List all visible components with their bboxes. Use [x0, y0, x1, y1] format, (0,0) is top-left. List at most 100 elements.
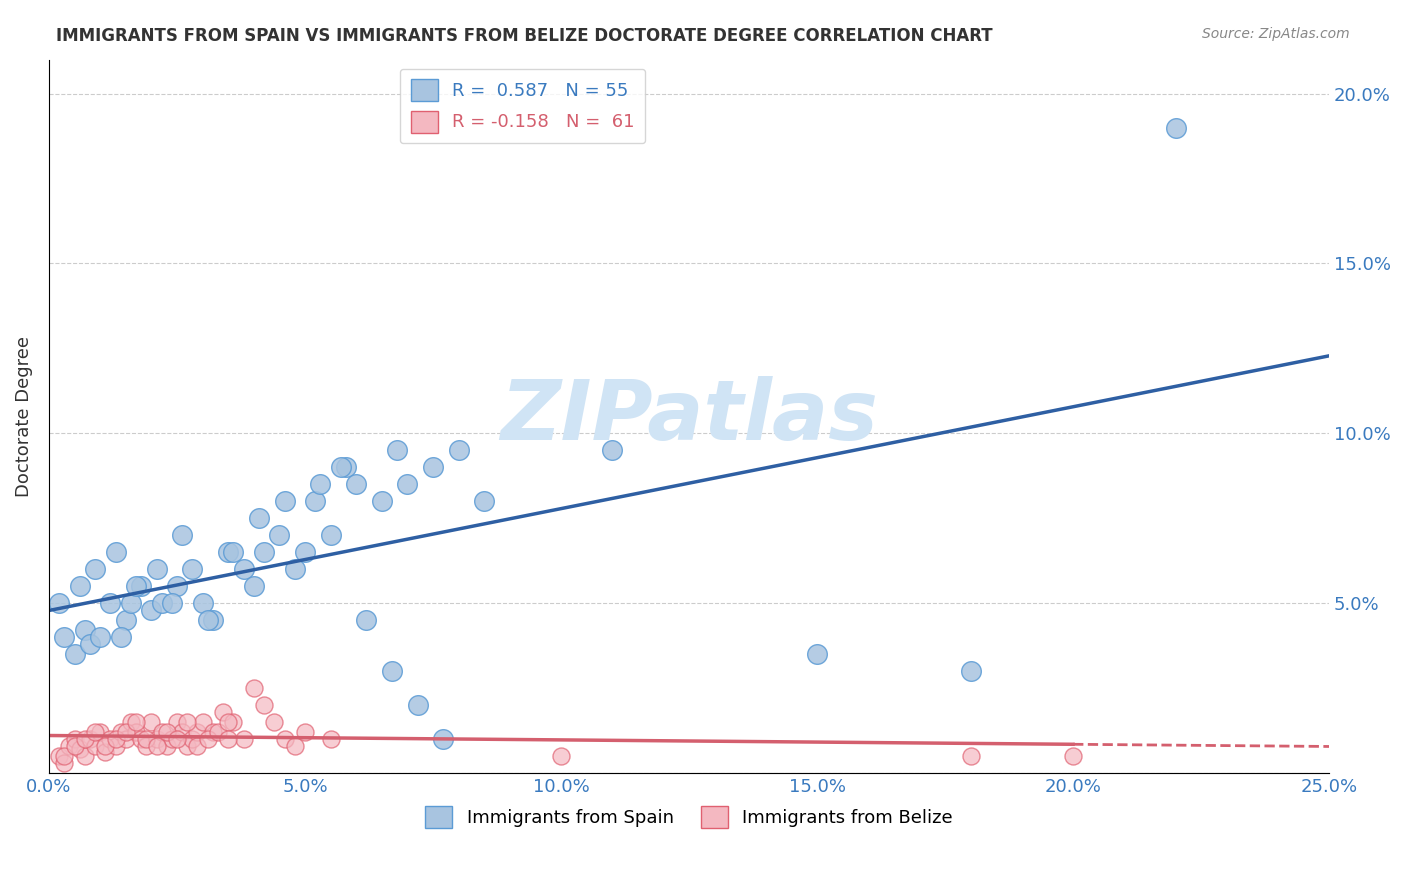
Point	[806, 647, 828, 661]
Point	[100, 596, 122, 610]
Point	[273, 731, 295, 746]
Point	[432, 731, 454, 746]
Point	[145, 731, 167, 746]
Point	[104, 739, 127, 753]
Point	[371, 494, 394, 508]
Point	[84, 725, 107, 739]
Point	[319, 528, 342, 542]
Point	[222, 545, 245, 559]
Point	[186, 739, 208, 753]
Point	[145, 739, 167, 753]
Point	[84, 562, 107, 576]
Point	[356, 613, 378, 627]
Point	[186, 725, 208, 739]
Point	[94, 739, 117, 753]
Point	[263, 714, 285, 729]
Point	[381, 664, 404, 678]
Point	[89, 630, 111, 644]
Legend: Immigrants from Spain, Immigrants from Belize: Immigrants from Spain, Immigrants from B…	[418, 798, 960, 835]
Point	[176, 739, 198, 753]
Point	[120, 596, 142, 610]
Point	[1164, 120, 1187, 135]
Point	[447, 443, 470, 458]
Point	[309, 477, 332, 491]
Point	[150, 725, 173, 739]
Point	[79, 637, 101, 651]
Point	[141, 603, 163, 617]
Y-axis label: Doctorate Degree: Doctorate Degree	[15, 335, 32, 497]
Point	[63, 647, 86, 661]
Point	[120, 714, 142, 729]
Point	[329, 460, 352, 475]
Point	[294, 725, 316, 739]
Point	[284, 562, 307, 576]
Point	[201, 725, 224, 739]
Point	[217, 731, 239, 746]
Point	[89, 725, 111, 739]
Point	[48, 596, 70, 610]
Point	[129, 579, 152, 593]
Point	[319, 731, 342, 746]
Point	[53, 748, 76, 763]
Point	[166, 579, 188, 593]
Point	[125, 579, 148, 593]
Point	[135, 731, 157, 746]
Point	[58, 739, 80, 753]
Point	[243, 681, 266, 695]
Point	[94, 745, 117, 759]
Point	[181, 562, 204, 576]
Point	[48, 748, 70, 763]
Text: ZIPatlas: ZIPatlas	[501, 376, 877, 457]
Point	[600, 443, 623, 458]
Point	[53, 756, 76, 770]
Point	[197, 731, 219, 746]
Point	[160, 731, 183, 746]
Point	[129, 731, 152, 746]
Point	[1062, 748, 1084, 763]
Point	[247, 511, 270, 525]
Point	[284, 739, 307, 753]
Point	[135, 739, 157, 753]
Point	[181, 731, 204, 746]
Point	[243, 579, 266, 593]
Point	[550, 748, 572, 763]
Point	[114, 613, 136, 627]
Point	[110, 630, 132, 644]
Point	[69, 579, 91, 593]
Point	[63, 739, 86, 753]
Point	[304, 494, 326, 508]
Point	[232, 562, 254, 576]
Point	[294, 545, 316, 559]
Point	[156, 725, 179, 739]
Point	[201, 613, 224, 627]
Point	[166, 714, 188, 729]
Point	[959, 748, 981, 763]
Point	[73, 623, 96, 637]
Point	[160, 596, 183, 610]
Point	[959, 664, 981, 678]
Point	[273, 494, 295, 508]
Point	[69, 742, 91, 756]
Point	[335, 460, 357, 475]
Text: Source: ZipAtlas.com: Source: ZipAtlas.com	[1202, 27, 1350, 41]
Point	[172, 528, 194, 542]
Point	[141, 714, 163, 729]
Point	[212, 705, 235, 719]
Point	[166, 731, 188, 746]
Point	[125, 725, 148, 739]
Point	[253, 698, 276, 712]
Point	[53, 630, 76, 644]
Point	[73, 748, 96, 763]
Point	[217, 714, 239, 729]
Point	[114, 731, 136, 746]
Point	[472, 494, 495, 508]
Point	[207, 725, 229, 739]
Point	[191, 596, 214, 610]
Text: IMMIGRANTS FROM SPAIN VS IMMIGRANTS FROM BELIZE DOCTORATE DEGREE CORRELATION CHA: IMMIGRANTS FROM SPAIN VS IMMIGRANTS FROM…	[56, 27, 993, 45]
Point	[114, 725, 136, 739]
Point	[232, 731, 254, 746]
Point	[197, 613, 219, 627]
Point	[104, 731, 127, 746]
Point	[100, 731, 122, 746]
Point	[73, 731, 96, 746]
